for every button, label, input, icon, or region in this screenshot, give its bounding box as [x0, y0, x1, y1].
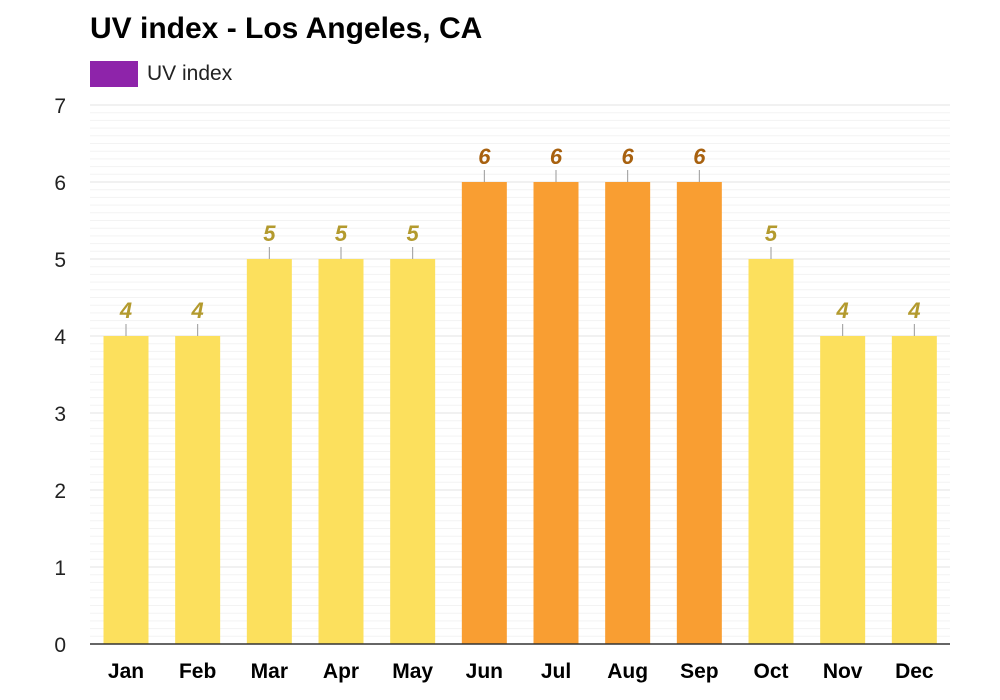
x-tick-label: Apr — [323, 660, 359, 683]
y-tick-label: 6 — [54, 172, 66, 195]
data-label: 6 — [478, 144, 491, 169]
labels: 0 1 2 3 4 5 6 7 4 Jan 4 Feb 5 Mar 5 Apr 5 May 6 Jun 6 Jul 6 Aug… — [54, 95, 934, 683]
data-label: 4 — [836, 298, 849, 323]
bar-aug — [605, 182, 651, 644]
bar-mar — [246, 259, 292, 644]
x-tick-label: Feb — [179, 660, 216, 683]
y-tick-label: 3 — [54, 403, 66, 426]
x-tick-label: Nov — [823, 660, 863, 683]
y-tick-label: 5 — [54, 249, 66, 272]
data-label: 5 — [335, 221, 348, 246]
data-label: 5 — [765, 221, 778, 246]
x-tick-label: Jun — [466, 660, 503, 683]
bar-jul — [533, 182, 579, 644]
x-tick-label: Sep — [680, 660, 719, 683]
x-tick-label: May — [392, 660, 433, 683]
data-label: 5 — [407, 221, 420, 246]
bar-apr — [318, 259, 364, 644]
y-tick-label: 7 — [54, 95, 66, 118]
legend-label: UV index — [147, 62, 233, 85]
data-label: 4 — [119, 298, 132, 323]
legend: UV index — [90, 61, 232, 87]
legend-swatch — [90, 61, 138, 87]
x-tick-label: Mar — [251, 660, 288, 683]
bar-nov — [820, 336, 866, 644]
bar-sep — [676, 182, 722, 644]
data-label: 4 — [191, 298, 204, 323]
x-tick-label: Oct — [753, 660, 788, 683]
x-tick-label: Jan — [108, 660, 144, 683]
x-tick-label: Dec — [895, 660, 934, 683]
bar-feb — [175, 336, 221, 644]
data-label: 6 — [550, 144, 563, 169]
data-label: 6 — [693, 144, 706, 169]
x-tick-label: Aug — [607, 660, 648, 683]
bar-may — [390, 259, 436, 644]
y-tick-label: 1 — [54, 557, 66, 580]
data-label: 6 — [622, 144, 635, 169]
x-tick-label: Jul — [541, 660, 571, 683]
bar-dec — [891, 336, 937, 644]
y-tick-label: 0 — [54, 634, 66, 657]
y-tick-label: 4 — [54, 326, 66, 349]
bar-jun — [461, 182, 507, 644]
bar-oct — [748, 259, 794, 644]
bar-jan — [103, 336, 149, 644]
data-label: 5 — [263, 221, 276, 246]
y-tick-label: 2 — [54, 480, 66, 503]
chart-title: UV index - Los Angeles, CA — [90, 12, 483, 45]
data-label: 4 — [907, 298, 920, 323]
bars — [103, 182, 937, 644]
grid-lines — [90, 104, 950, 637]
